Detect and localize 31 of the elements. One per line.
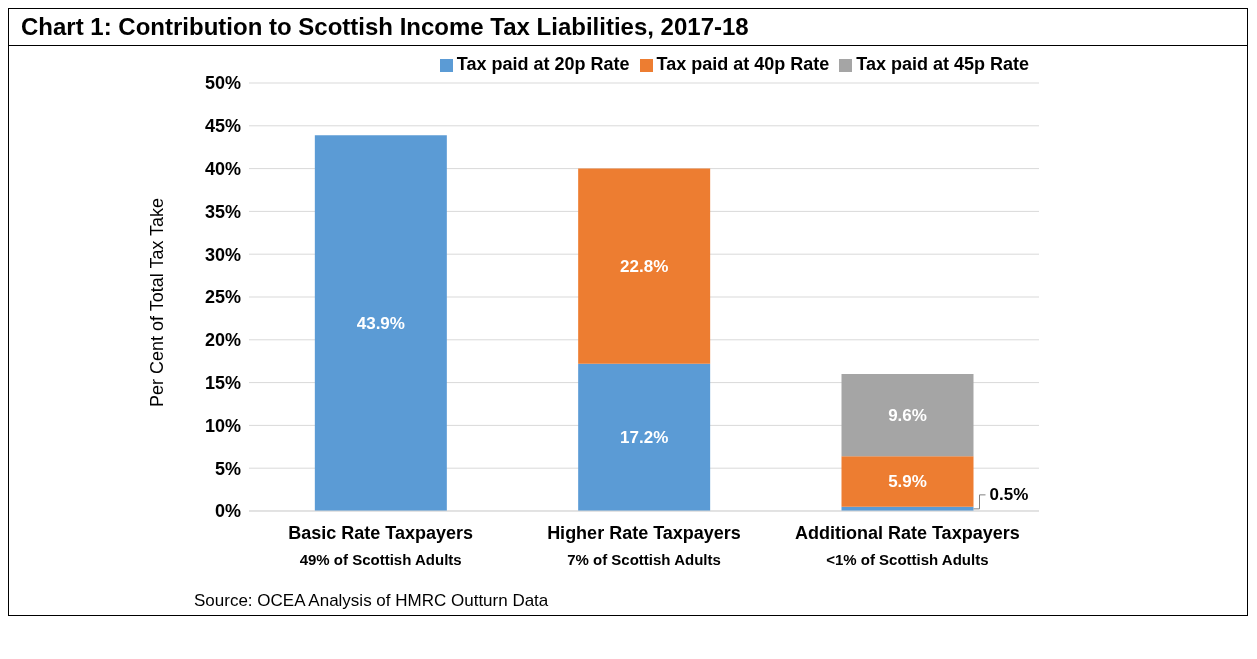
- data-label: 0.5%: [989, 484, 1029, 504]
- legend-label: Tax paid at 20p Rate: [456, 54, 630, 74]
- y-tick-label: 5%: [214, 458, 241, 479]
- y-tick-label: 40%: [204, 158, 241, 179]
- y-tick-label: 10%: [204, 415, 241, 436]
- data-label: 43.9%: [356, 314, 405, 334]
- x-tick-label: Higher Rate Taxpayers 7% of Scottish Adults: [547, 523, 741, 568]
- y-tick-label: 35%: [204, 201, 241, 222]
- legend-label: Tax paid at 45p Rate: [856, 54, 1029, 74]
- x-tick-label: Basic Rate Taxpayers 49% of Scottish Adults: [288, 523, 474, 568]
- bar: [578, 168, 711, 364]
- y-axis-title: Per Cent of Total Tax Take: [147, 197, 168, 407]
- data-label: 5.9%: [888, 472, 927, 492]
- bar: [314, 135, 447, 511]
- bar: [578, 363, 711, 511]
- chart-title: Chart 1: Contribution to Scottish Income Tax Liabilities, 2017-18: [9, 9, 1247, 46]
- y-tick-label: 45%: [204, 116, 241, 137]
- y-tick-label: 20%: [204, 330, 241, 351]
- y-tick-label: 50%: [204, 73, 241, 94]
- source-note: Source: OCEA Analysis of HMRC Outturn Data: [193, 591, 550, 612]
- bar: [841, 456, 974, 507]
- bar: [841, 374, 974, 457]
- y-tick-label: 25%: [204, 287, 241, 308]
- data-label: 22.8%: [620, 257, 669, 277]
- y-tick-label: 15%: [204, 372, 241, 393]
- x-tick-label: Additional Rate Taxpayers <1% of Scottish Adults: [794, 523, 1020, 568]
- legend-label: Tax paid at 40p Rate: [656, 54, 830, 74]
- data-label: 17.2%: [620, 428, 669, 448]
- y-tick-label: 30%: [204, 244, 241, 265]
- data-label: 9.6%: [888, 406, 927, 426]
- y-tick-label: 0%: [214, 501, 241, 522]
